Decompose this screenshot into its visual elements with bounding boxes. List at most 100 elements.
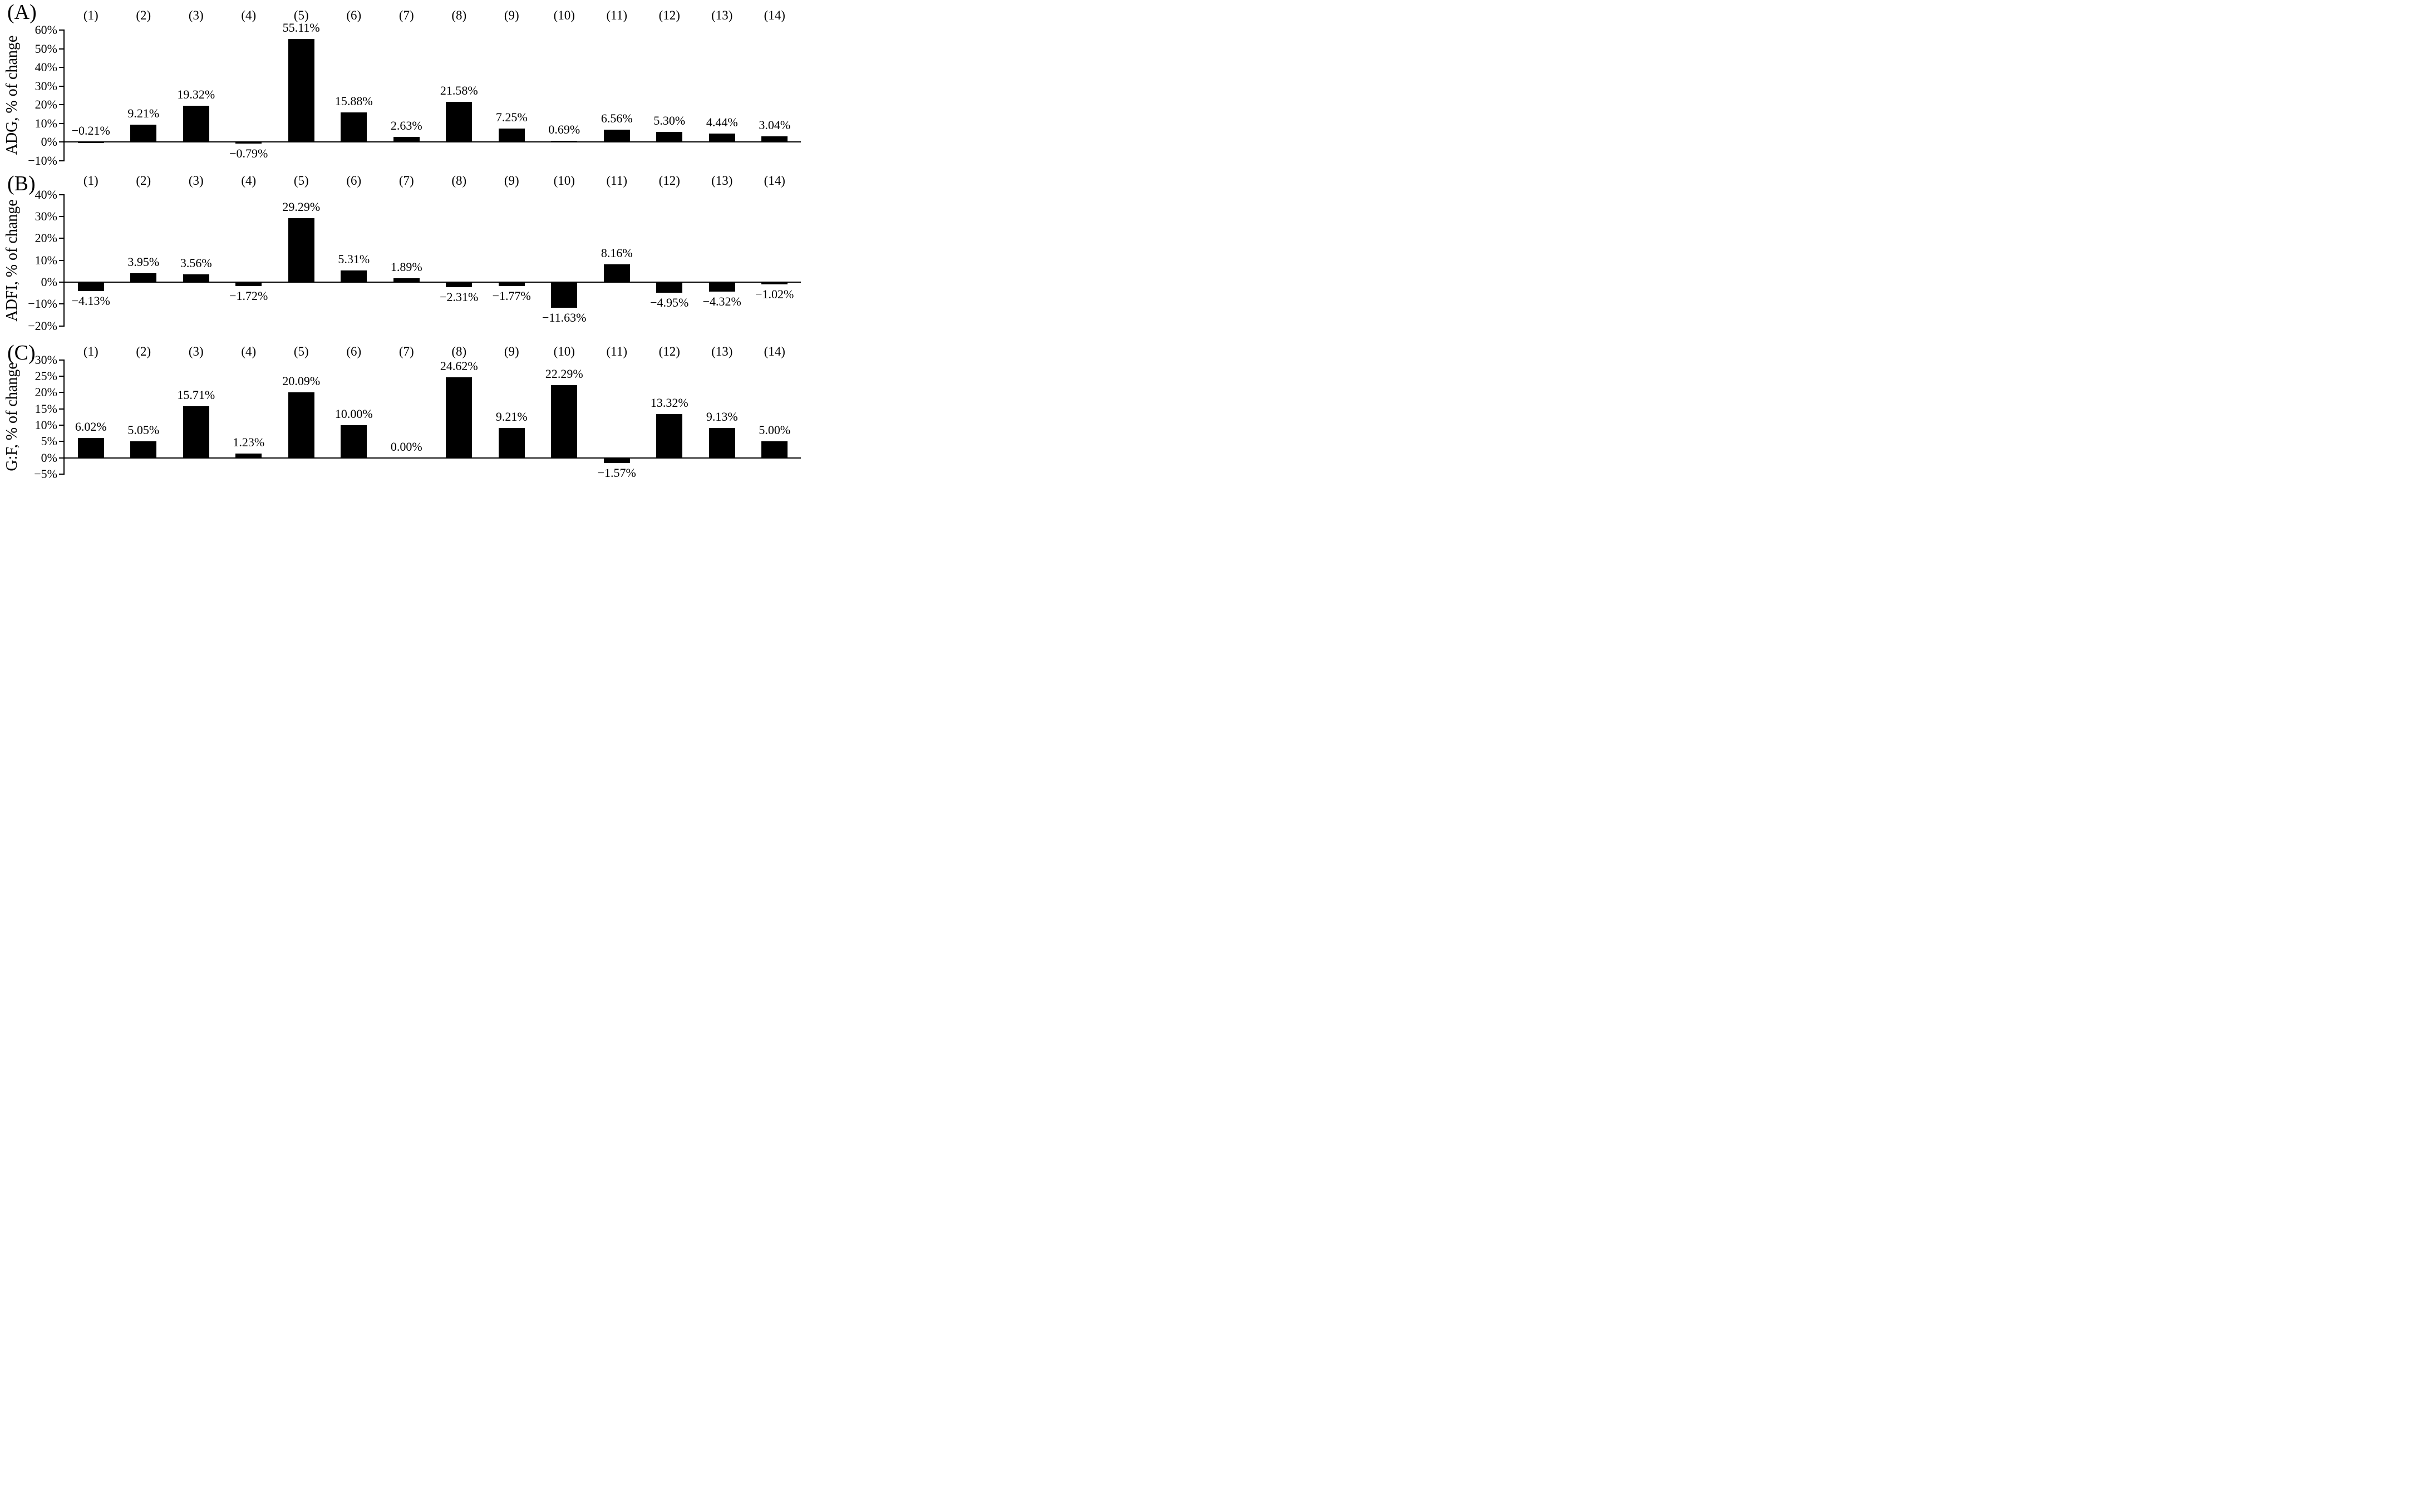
column-header: (9) <box>504 174 519 188</box>
bar <box>656 132 683 142</box>
bar-value-label: 1.89% <box>390 259 422 274</box>
y-axis-line <box>63 359 65 475</box>
bar-value-label: 7.25% <box>495 110 528 124</box>
y-axis-tick-label: 10% <box>35 253 57 267</box>
column-header: (1) <box>83 8 99 22</box>
bar-value-label: −1.72% <box>229 288 268 303</box>
bar <box>761 441 788 458</box>
y-axis-tick <box>59 160 63 161</box>
y-axis-line <box>63 29 65 161</box>
bar-value-label: 22.29% <box>545 366 583 381</box>
y-axis-tick-label: −10% <box>28 297 57 311</box>
y-axis-tick-label: 20% <box>35 231 57 245</box>
bar <box>708 134 735 142</box>
y-axis-tick <box>59 122 63 124</box>
column-header: (13) <box>711 8 733 22</box>
panel-letter-a: (A) <box>7 1 37 24</box>
y-axis-tick-label: 10% <box>35 116 57 130</box>
column-header: (13) <box>711 174 733 188</box>
column-header: (12) <box>658 174 680 188</box>
bar <box>761 136 788 142</box>
bar-value-label: 20.09% <box>282 373 321 388</box>
growth-performance-figure: (A) ADG, % of change 60% 50% 40% 30% 20% 10% 0… <box>0 0 809 504</box>
column-header: (14) <box>764 8 785 22</box>
bar <box>77 142 104 143</box>
y-axis-tick-label: 60% <box>35 23 57 37</box>
bar <box>183 274 209 282</box>
column-header: (2) <box>136 344 151 358</box>
bar-value-label: −0.21% <box>71 124 110 137</box>
bar <box>130 273 157 282</box>
y-axis-tick <box>59 238 63 239</box>
bar <box>708 427 735 458</box>
bar <box>235 282 262 286</box>
y-axis-tick-label: −10% <box>28 153 57 168</box>
column-header: (3) <box>188 8 204 22</box>
y-axis-tick <box>59 141 63 142</box>
column-header: (4) <box>241 344 257 358</box>
column-header: (10) <box>553 344 575 358</box>
bar-value-label: −11.63% <box>542 310 587 324</box>
bar <box>288 392 314 458</box>
bar-value-label: 4.44% <box>706 115 738 130</box>
bar <box>551 385 578 458</box>
column-header: (11) <box>606 8 627 22</box>
bar-value-label: 3.56% <box>180 256 212 270</box>
y-axis-tick-label: 0% <box>41 450 57 465</box>
y-axis-tick <box>59 104 63 105</box>
bar-value-label: −2.31% <box>440 290 479 304</box>
panel-letter-c: (C) <box>7 341 36 365</box>
y-axis-tick <box>59 303 63 305</box>
column-header: (14) <box>764 174 785 188</box>
bar-value-label: −4.32% <box>702 294 741 308</box>
y-axis-tick <box>59 473 63 475</box>
bar <box>446 377 473 458</box>
bar <box>708 282 735 292</box>
bar-value-label: 0.00% <box>390 439 422 454</box>
y-axis-tick-label: 0% <box>41 135 57 149</box>
bar-value-label: −1.57% <box>597 465 636 480</box>
y-axis-tick <box>59 194 63 195</box>
bar <box>288 39 314 142</box>
panel-letter-b: (B) <box>7 172 36 195</box>
zero-baseline <box>63 457 801 459</box>
bar <box>446 101 473 142</box>
y-axis-tick-label: 20% <box>35 97 57 111</box>
column-header: (8) <box>451 8 467 22</box>
column-header: (5) <box>293 174 309 188</box>
bar-value-label: 8.16% <box>601 245 633 260</box>
y-axis-tick <box>59 85 63 87</box>
y-axis-tick <box>59 259 63 261</box>
bar-value-label: −1.77% <box>492 288 531 303</box>
column-header: (5) <box>293 8 309 22</box>
bar <box>341 425 367 458</box>
column-header: (6) <box>346 344 362 358</box>
bar-value-label: 5.00% <box>759 423 791 437</box>
y-axis-tick <box>59 408 63 410</box>
y-axis-tick-label: 25% <box>35 369 57 383</box>
bar <box>603 264 630 282</box>
y-axis-tick-label: 10% <box>35 417 57 432</box>
bar <box>498 282 525 286</box>
bar <box>393 278 420 282</box>
zero-baseline <box>63 141 801 142</box>
panel-adfi: (B) ADFI, % of change 40% 30% 20% 10% 0% −10%… <box>0 0 809 504</box>
bar-value-label: 5.30% <box>653 114 686 128</box>
column-header: (12) <box>658 8 680 22</box>
column-header: (7) <box>398 174 414 188</box>
bar <box>551 140 578 142</box>
y-axis-tick <box>59 282 63 283</box>
bar <box>603 457 630 463</box>
bar <box>498 427 525 458</box>
column-header: (7) <box>398 344 414 358</box>
y-axis-tick <box>59 441 63 442</box>
bar-value-label: 29.29% <box>282 199 321 214</box>
column-header: (5) <box>293 344 309 358</box>
bar <box>656 282 683 293</box>
column-header: (10) <box>553 174 575 188</box>
bar-value-label: 3.04% <box>759 117 791 132</box>
bar-value-label: 55.11% <box>282 21 320 35</box>
column-header: (4) <box>241 174 257 188</box>
column-header: (13) <box>711 344 733 358</box>
bar <box>288 218 314 282</box>
